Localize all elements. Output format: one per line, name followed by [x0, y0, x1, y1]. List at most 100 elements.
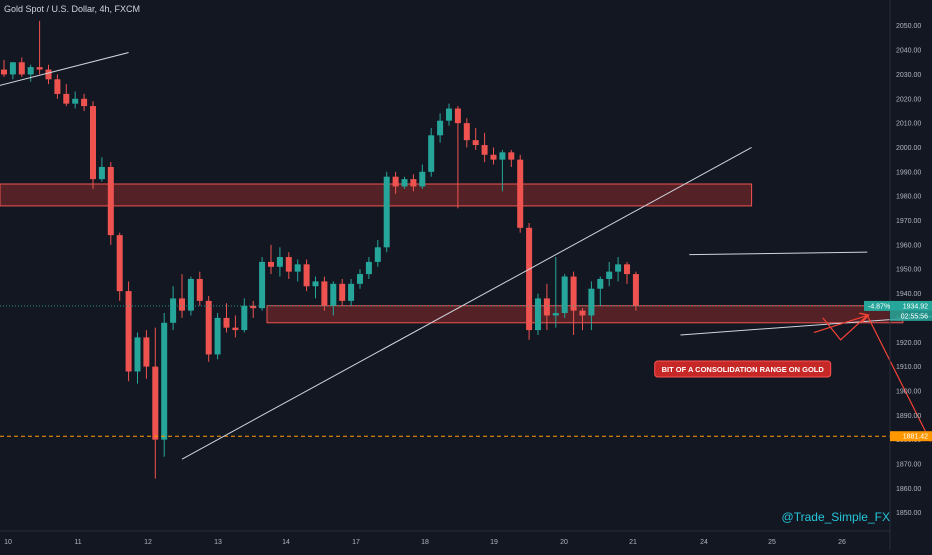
projection-arrow-1[interactable]: [822, 314, 930, 439]
candle[interactable]: [303, 264, 310, 287]
candle[interactable]: [597, 278, 604, 289]
y-tick-label: 2050.00: [896, 23, 921, 30]
candle[interactable]: [339, 283, 346, 301]
countdown-label: 02:55:56: [901, 313, 928, 320]
x-tick-label: 25: [768, 539, 776, 546]
candle[interactable]: [170, 298, 177, 323]
candle[interactable]: [526, 227, 533, 331]
candle[interactable]: [152, 366, 159, 440]
candle[interactable]: [348, 283, 355, 301]
candle[interactable]: [232, 327, 239, 331]
candle[interactable]: [196, 278, 203, 301]
candle[interactable]: [472, 140, 479, 146]
candle[interactable]: [588, 288, 595, 316]
candle[interactable]: [98, 166, 105, 180]
candle[interactable]: [499, 152, 506, 160]
candle[interactable]: [321, 281, 328, 306]
x-tick-label: 18: [421, 539, 429, 546]
y-tick-label: 1920.00: [896, 340, 921, 347]
candle[interactable]: [116, 235, 123, 292]
y-tick-label: 1850.00: [896, 510, 921, 517]
candle[interactable]: [374, 247, 381, 262]
candle[interactable]: [543, 298, 550, 316]
candle[interactable]: [561, 276, 568, 314]
candle[interactable]: [312, 281, 319, 287]
candle[interactable]: [285, 257, 292, 272]
candle[interactable]: [45, 69, 52, 80]
candle[interactable]: [134, 337, 141, 372]
candle[interactable]: [615, 264, 622, 272]
candle[interactable]: [214, 317, 221, 355]
candle[interactable]: [187, 278, 194, 311]
candle[interactable]: [72, 98, 79, 104]
countdown-tag: [890, 310, 932, 321]
candle[interactable]: [481, 145, 488, 155]
candle[interactable]: [383, 176, 390, 248]
candle[interactable]: [579, 310, 586, 316]
candle[interactable]: [517, 159, 524, 228]
candle[interactable]: [294, 264, 301, 272]
candle[interactable]: [107, 166, 114, 236]
y-tick-label: 1950.00: [896, 267, 921, 274]
candle[interactable]: [241, 305, 248, 331]
x-tick-label: 13: [214, 539, 222, 546]
candle[interactable]: [1, 69, 7, 75]
candle[interactable]: [463, 123, 470, 141]
candle[interactable]: [365, 261, 372, 275]
candle[interactable]: [223, 317, 230, 328]
candle[interactable]: [268, 261, 274, 267]
candle[interactable]: [259, 261, 266, 309]
candle[interactable]: [143, 337, 150, 367]
candle[interactable]: [419, 171, 426, 187]
candle[interactable]: [357, 274, 363, 284]
candle[interactable]: [179, 298, 185, 311]
candle[interactable]: [161, 322, 168, 440]
candle[interactable]: [606, 271, 613, 279]
y-tick-label: 2020.00: [896, 96, 921, 103]
candle[interactable]: [570, 276, 577, 311]
x-tick-label: 11: [74, 539, 81, 546]
candle[interactable]: [508, 152, 515, 160]
x-tick-label: 20: [560, 539, 568, 546]
candle[interactable]: [535, 298, 541, 331]
rising-trendline[interactable]: [181, 147, 752, 460]
candle[interactable]: [54, 79, 61, 94]
candle[interactable]: [250, 305, 257, 309]
candle[interactable]: [81, 98, 88, 107]
candle[interactable]: [18, 62, 25, 75]
projection-arrow-2[interactable]: [813, 315, 867, 334]
candle[interactable]: [90, 106, 96, 180]
top-left-trendline[interactable]: [0, 52, 129, 87]
consolidation-top-line[interactable]: [689, 251, 868, 256]
annotation-text: BIT OF A CONSOLIDATION RANGE ON GOLD: [662, 365, 825, 374]
candle[interactable]: [624, 264, 630, 275]
x-tick-label: 24: [700, 539, 708, 546]
target-price-label: 1881.42: [903, 434, 928, 441]
candle[interactable]: [490, 154, 497, 160]
candle[interactable]: [392, 176, 399, 187]
candle[interactable]: [401, 179, 408, 187]
candle[interactable]: [632, 274, 639, 306]
candle[interactable]: [125, 291, 132, 372]
candle[interactable]: [205, 300, 212, 355]
watermark: @Trade_Simple_FX: [781, 510, 890, 524]
annotation-callout[interactable]: BIT OF A CONSOLIDATION RANGE ON GOLD: [654, 360, 832, 378]
candle[interactable]: [552, 313, 559, 316]
candle[interactable]: [27, 67, 34, 75]
current-price-tag: [864, 300, 932, 311]
chart-title: Gold Spot / U.S. Dollar, 4h, FXCM: [4, 4, 141, 14]
candle[interactable]: [63, 93, 70, 104]
candle[interactable]: [428, 135, 435, 172]
candle[interactable]: [446, 108, 452, 121]
candle[interactable]: [454, 108, 461, 124]
candle[interactable]: [36, 67, 43, 70]
candle[interactable]: [330, 283, 337, 306]
y-tick-label: 1990.00: [896, 169, 921, 176]
candle[interactable]: [9, 62, 16, 75]
candle[interactable]: [410, 179, 417, 187]
candle[interactable]: [276, 257, 283, 267]
x-tick-label: 10: [4, 539, 12, 546]
candle[interactable]: [437, 120, 444, 136]
